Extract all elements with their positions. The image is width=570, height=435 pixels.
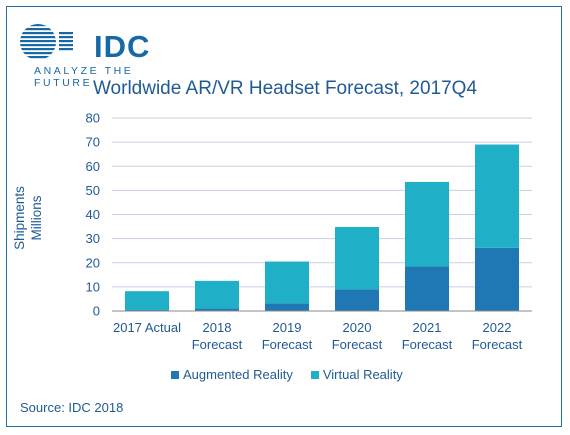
y-tick-label: 0 bbox=[93, 304, 100, 319]
y-tick-label: 10 bbox=[86, 279, 100, 294]
bar-segment-vr bbox=[265, 261, 309, 304]
y-tick-label: 60 bbox=[86, 159, 100, 174]
bar-segment-ar bbox=[475, 247, 519, 311]
y-tick-label: 70 bbox=[86, 135, 100, 150]
bar-segment-vr bbox=[125, 291, 169, 311]
legend-label-ar: Augmented Reality bbox=[183, 367, 293, 382]
idc-logo: IDC ANALYZE THE FUTURE bbox=[19, 15, 169, 89]
x-tick-label: 2021 bbox=[413, 320, 442, 335]
bar-segment-vr bbox=[335, 227, 379, 290]
y-tick-label: 80 bbox=[86, 111, 100, 126]
bar-segment-vr bbox=[195, 280, 239, 309]
legend-label-vr: Virtual Reality bbox=[322, 367, 403, 382]
x-tick-label: 2017 Actual bbox=[113, 320, 181, 335]
x-tick-label: 2018 bbox=[203, 320, 232, 335]
x-tick-label: 2020 bbox=[343, 320, 372, 335]
bar-segment-vr bbox=[475, 144, 519, 248]
bar-segment-ar bbox=[195, 308, 239, 311]
x-tick-label: 2022 bbox=[483, 320, 512, 335]
chart-frame bbox=[6, 6, 562, 427]
globe-icon bbox=[20, 24, 73, 59]
chart-title: Worldwide AR/VR Headset Forecast, 2017Q4 bbox=[92, 78, 478, 99]
x-tick-label: Forecast bbox=[472, 337, 523, 352]
y-tick-label: 30 bbox=[86, 231, 100, 246]
x-tick-label: Forecast bbox=[192, 337, 243, 352]
legend-swatch-ar bbox=[171, 370, 179, 379]
x-tick-label: Forecast bbox=[262, 337, 313, 352]
y-tick-label: 40 bbox=[86, 207, 100, 222]
legend-swatch-vr bbox=[310, 370, 319, 379]
bar-segment-ar bbox=[265, 303, 309, 311]
logo-text: IDC bbox=[94, 29, 151, 64]
legend-item-vr: Virtual Reality bbox=[310, 367, 403, 382]
x-tick-label: Forecast bbox=[332, 337, 383, 352]
x-tick-label: 2019 bbox=[273, 320, 302, 335]
legend-item-ar: Augmented Reality bbox=[171, 367, 293, 382]
bar-segment-vr bbox=[405, 181, 449, 267]
x-tick-label: Forecast bbox=[402, 337, 453, 352]
y-tick-label: 50 bbox=[86, 183, 100, 198]
logo-tagline: ANALYZE THE FUTURE bbox=[34, 65, 134, 89]
bar-segment-ar bbox=[405, 266, 449, 311]
y-tick-label: 20 bbox=[86, 255, 100, 270]
legend: Augmented Reality Virtual Reality bbox=[171, 367, 421, 382]
bar-segment-ar bbox=[335, 289, 379, 311]
source-note: Source: IDC 2018 bbox=[20, 400, 124, 415]
